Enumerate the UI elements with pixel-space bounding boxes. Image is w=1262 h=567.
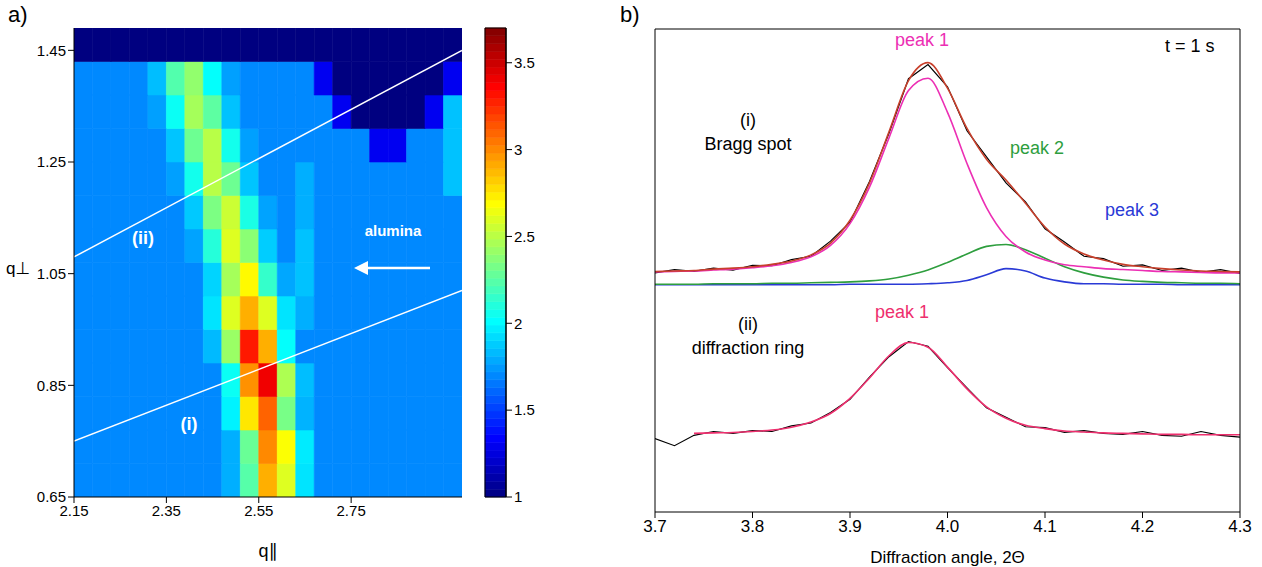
html-text:q⊥: q⊥ [6, 259, 31, 278]
html-text:(ii): (ii) [738, 314, 758, 334]
svg-text:3.7: 3.7 [643, 517, 667, 536]
html-text:t = 1 s: t = 1 s [1165, 36, 1215, 56]
html-text:peak 2: peak 2 [1010, 138, 1064, 158]
html-text:a): a) [8, 2, 28, 27]
svg-text:2.5: 2.5 [514, 228, 535, 245]
html-text:b): b) [620, 2, 640, 27]
svg-text:4.2: 4.2 [1131, 517, 1155, 536]
svg-text:1.5: 1.5 [514, 401, 535, 418]
svg-text:2.75: 2.75 [337, 502, 366, 519]
svg-text:1.25: 1.25 [37, 153, 66, 170]
svg-text:3.5: 3.5 [514, 54, 535, 71]
html-text:(ii): (ii) [132, 228, 154, 248]
html-text:Bragg spot: Bragg spot [704, 134, 792, 154]
svg-text:3.8: 3.8 [741, 517, 765, 536]
html-text:(i): (i) [740, 110, 756, 130]
svg-text:3.9: 3.9 [838, 517, 862, 536]
svg-text:1: 1 [514, 488, 522, 505]
svg-text:Diffraction angle, 2Θ: Diffraction angle, 2Θ [870, 548, 1025, 567]
svg-text:4.3: 4.3 [1228, 517, 1252, 536]
html-text:peak 3: peak 3 [1105, 200, 1159, 220]
html-text:peak 1: peak 1 [875, 302, 929, 322]
svg-text:1.05: 1.05 [37, 265, 66, 282]
svg-text:4.1: 4.1 [1033, 517, 1057, 536]
svg-text:1.45: 1.45 [37, 42, 66, 59]
svg-text:q∥: q∥ [258, 541, 277, 561]
svg-text:2.35: 2.35 [152, 502, 181, 519]
svg-text:2.55: 2.55 [244, 502, 273, 519]
html-text:(i): (i) [180, 414, 198, 434]
html-text:diffraction ring: diffraction ring [691, 338, 805, 358]
svg-text:3: 3 [514, 141, 522, 158]
svg-text:0.65: 0.65 [37, 488, 66, 505]
html-text:peak 1: peak 1 [895, 30, 949, 50]
svg-text:0.85: 0.85 [37, 377, 66, 394]
html-text:alumina: alumina [364, 222, 422, 239]
svg-text:4.0: 4.0 [936, 517, 960, 536]
svg-text:2: 2 [514, 315, 522, 332]
svg-text:2.15: 2.15 [59, 501, 89, 519]
